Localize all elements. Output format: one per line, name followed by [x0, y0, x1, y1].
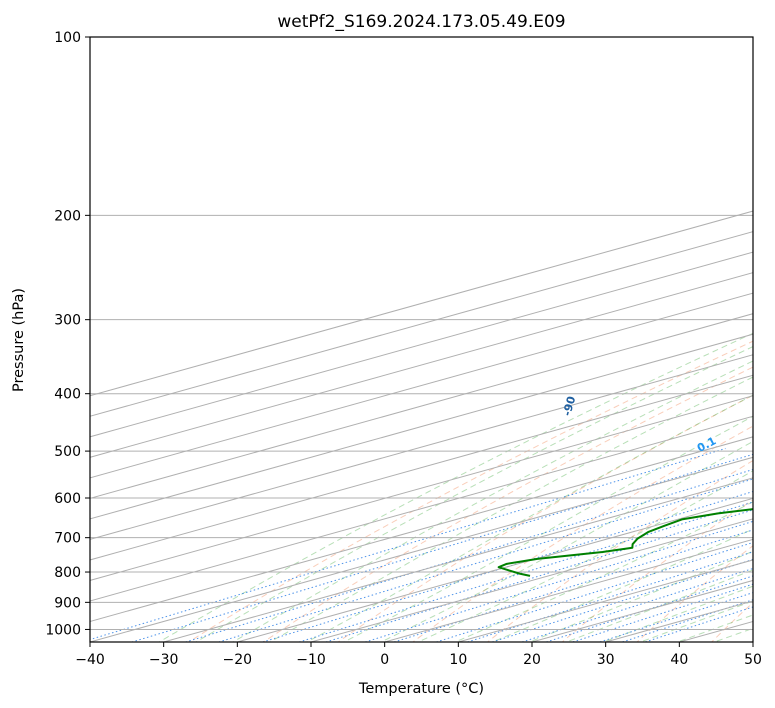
- y-tick-label: 800: [54, 565, 81, 581]
- isotherm: [90, 333, 753, 520]
- dry-adiabat: [412, 425, 753, 642]
- y-axis: 100 200 300 400 500 600 700 800 900 1000: [45, 30, 90, 638]
- isotherm: [90, 231, 753, 417]
- y-tick-label: 1000: [45, 622, 81, 638]
- isotherm: [90, 415, 753, 602]
- line-labels: -100-900.1: [560, 394, 718, 454]
- isotherm: [161, 477, 753, 642]
- moist-adiabat: [675, 614, 753, 642]
- moist-adiabat: [749, 640, 753, 642]
- moist-adiabat: [602, 585, 753, 642]
- isotherm-label: -90: [560, 394, 578, 417]
- isotherm: [90, 374, 753, 561]
- x-tick-label: −10: [296, 652, 326, 668]
- mixing-ratio-line: [324, 509, 753, 642]
- isotherm: [90, 210, 753, 397]
- x-tick-label: 0: [380, 652, 389, 668]
- moist-adiabat: [158, 332, 753, 642]
- dry-adiabat: [262, 366, 753, 642]
- isotherm: [530, 579, 753, 642]
- y-tick-label: 300: [54, 313, 81, 329]
- x-tick-label: −40: [75, 652, 105, 668]
- moist-adiabat: [712, 627, 753, 642]
- isotherm: [90, 395, 753, 581]
- y-tick-label: 600: [54, 491, 81, 507]
- x-tick-label: −30: [149, 652, 179, 668]
- x-tick-label: 20: [523, 652, 541, 668]
- moist-adiabat: [491, 528, 753, 642]
- isotherm: [90, 272, 753, 458]
- isotherm: [90, 251, 753, 438]
- y-tick-label: 500: [54, 444, 81, 460]
- x-tick-label: −20: [223, 652, 253, 668]
- mixing-ratio-line: [217, 478, 753, 642]
- isotherm: [235, 497, 753, 642]
- x-tick-label: 50: [744, 652, 762, 668]
- moist-adiabat: [379, 440, 753, 642]
- grid-lines: [90, 37, 753, 642]
- isotherm: [382, 538, 753, 642]
- isotherm: [677, 620, 753, 642]
- x-tick-label: 30: [597, 652, 615, 668]
- y-axis-label: Pressure (hPa): [11, 288, 27, 392]
- moist-adiabat: [565, 569, 753, 642]
- mixing-ratio-line: [643, 606, 753, 642]
- mixing-ratio-line: [297, 501, 753, 642]
- isotherm: [603, 600, 753, 642]
- plot-frame: [89, 36, 754, 643]
- dry-adiabat: [486, 459, 753, 642]
- background-lines: [90, 332, 753, 642]
- x-axis: −40 −30 −20 −10 0 10 20 30 40 50: [75, 642, 762, 668]
- y-tick-label: 200: [54, 208, 81, 224]
- mixing-ratio-line: [571, 583, 753, 642]
- isotherm: [90, 313, 753, 499]
- isotherm: [309, 518, 753, 642]
- mixing-ratio-line: [90, 448, 726, 641]
- series-layer: [497, 508, 753, 577]
- chart-title: wetPf2_S169.2024.173.05.49.E09: [277, 12, 565, 32]
- y-tick-label: 100: [54, 30, 81, 46]
- mixing-ratio-line: [598, 592, 753, 642]
- moist-adiabat: [194, 346, 753, 642]
- dry-adiabat: [561, 499, 753, 642]
- isotherm: [90, 436, 753, 622]
- dry-adiabat: [711, 601, 753, 642]
- x-tick-label: 40: [670, 652, 688, 668]
- x-tick-label: 10: [449, 652, 467, 668]
- moist-adiabat: [305, 394, 753, 642]
- y-tick-label: 700: [54, 531, 81, 547]
- isotherm: [90, 354, 753, 540]
- x-axis-label: Temperature (°C): [358, 681, 484, 697]
- isotherm: [90, 456, 753, 642]
- mixing-ratio-line: [363, 520, 753, 642]
- y-tick-label: 400: [54, 387, 81, 403]
- mixing-ratio-line: [465, 551, 753, 642]
- y-tick-label: 900: [54, 595, 81, 611]
- dewpoint-profile: [497, 508, 753, 577]
- mixing-ratio-line: [261, 490, 753, 642]
- isotherm: [751, 641, 753, 642]
- dry-adiabat: [187, 340, 753, 642]
- isotherm: [90, 292, 753, 479]
